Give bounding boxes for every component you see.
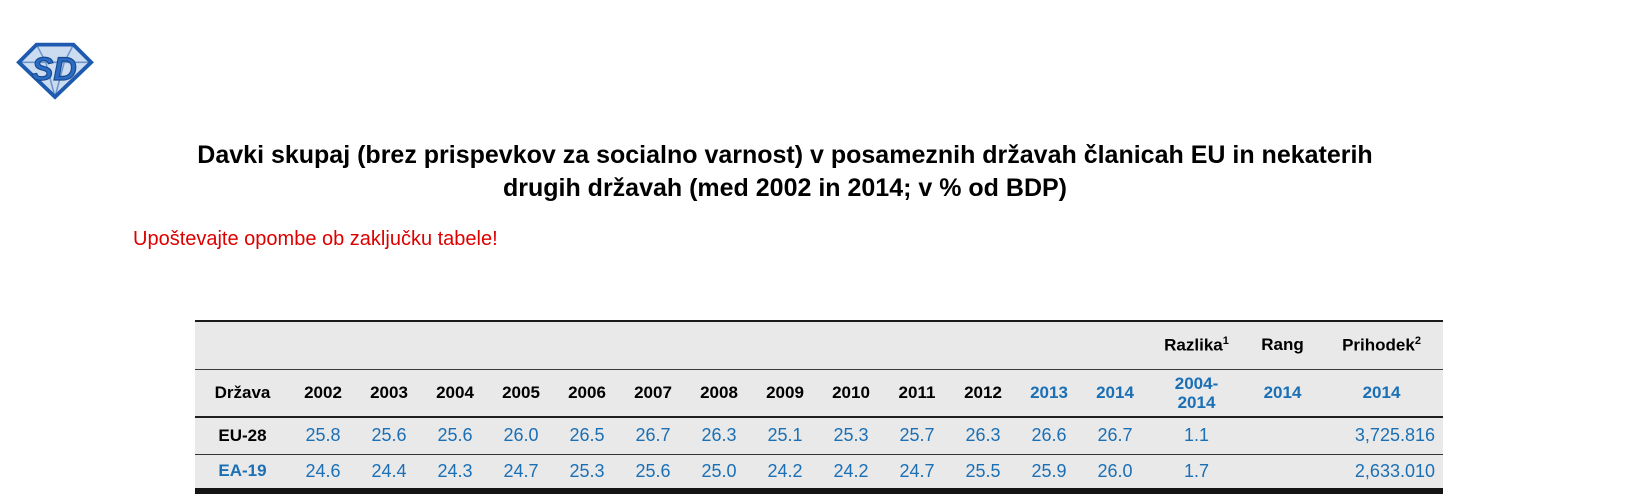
value-cell-2003: 24.4 — [371, 460, 407, 481]
value-cell-2011: 25.7 — [899, 425, 935, 446]
value-cell-2010: 25.3 — [833, 425, 869, 446]
column-header-4: 2004 — [436, 382, 474, 402]
column-header-16: 2014 — [1263, 382, 1302, 402]
column-header-5: 2005 — [502, 382, 540, 402]
group-header-prihodek: Prihodek2 — [1342, 334, 1421, 355]
value-cell-2006: 26.5 — [569, 425, 605, 446]
group-header-rang: Rang — [1261, 335, 1304, 355]
column-header-8: 2008 — [700, 382, 738, 402]
document-title: Davki skupaj (brez prispevkov za socialn… — [0, 139, 1570, 205]
value-cell-2002: 25.8 — [305, 425, 341, 446]
gem-letters: SD — [32, 51, 77, 87]
value-cell-2014: 26.7 — [1097, 425, 1133, 446]
value-cell-2009: 25.1 — [767, 425, 803, 446]
gem-outline — [16, 42, 94, 100]
value-cell-2007: 25.6 — [635, 460, 671, 481]
column-header-7: 2007 — [634, 382, 672, 402]
value-cell-2010: 24.2 — [833, 460, 869, 481]
sd-diamond-logo-svg: SD — [16, 42, 94, 100]
value-cell-2009: 24.2 — [767, 460, 803, 481]
footnote-marker: 1 — [1222, 334, 1229, 347]
value-cell-2008: 26.3 — [701, 425, 737, 446]
value-cell-2012: 26.3 — [965, 425, 1001, 446]
title-line-2: drugih državah (med 2002 in 2014; v % od… — [502, 174, 1068, 202]
column-header-2: 2002 — [304, 382, 342, 402]
table-group-header-row: Razlika1 Rang Prihodek2 — [195, 321, 1443, 369]
value-cell-2011: 24.7 — [899, 460, 935, 481]
column-header-3: 2003 — [370, 382, 408, 402]
column-header-14: 2014 — [1096, 382, 1134, 402]
country-cell: EA-19 — [218, 461, 267, 481]
column-header-country: Država — [214, 382, 271, 402]
razlika-cell: 1.1 — [1183, 425, 1210, 446]
rang-cell — [1245, 417, 1320, 454]
razlika-cell: 1.7 — [1183, 460, 1210, 481]
column-header-17: 2014 — [1362, 382, 1401, 402]
column-header-13: 2013 — [1030, 382, 1068, 402]
prihodek-cell: 2,633.010 — [1354, 460, 1435, 481]
value-cell-2013: 25.9 — [1031, 460, 1067, 481]
notes-warning-text: Upoštevajte opombe ob zaključku tabele! — [133, 228, 498, 250]
group-header-razlika: Razlika1 — [1164, 334, 1229, 355]
table-column-header-row: Država 2002 2003 2004 2005 2006 2007 2008 2009 20… — [195, 369, 1443, 417]
value-cell-2004: 25.6 — [437, 425, 473, 446]
column-header-11: 2011 — [898, 382, 936, 402]
value-cell-2003: 25.6 — [371, 425, 407, 446]
value-cell-2005: 26.0 — [503, 425, 539, 446]
table-row-eu-28: EU-28 25.8 25.6 25.6 26.0 26.5 26.7 26.3 25.1 25.… — [195, 417, 1443, 454]
value-cell-2005: 24.7 — [503, 460, 539, 481]
column-header-10: 2010 — [832, 382, 870, 402]
value-cell-2008: 25.0 — [701, 460, 737, 481]
table-row-ea-19: EA-19 24.6 24.4 24.3 24.7 25.3 25.6 25.0 24.2 24.… — [195, 454, 1443, 491]
column-header-9: 2009 — [766, 382, 804, 402]
group-header-spacer — [195, 321, 1148, 369]
value-cell-2014: 26.0 — [1097, 460, 1133, 481]
footnote-marker: 2 — [1414, 334, 1421, 347]
column-header-6: 2006 — [568, 382, 606, 402]
column-header-15: 2004- 2014 — [1174, 373, 1219, 412]
value-cell-2013: 26.6 — [1031, 425, 1067, 446]
prihodek-cell: 3,725.816 — [1354, 425, 1435, 446]
sd-diamond-logo: SD — [16, 40, 94, 100]
value-cell-2006: 25.3 — [569, 460, 605, 481]
value-cell-2004: 24.3 — [437, 460, 473, 481]
tax-data-table: Razlika1 Rang Prihodek2 Država 2002 2003 2004 2… — [195, 320, 1443, 494]
country-cell: EU-28 — [218, 425, 267, 445]
gem-facet-lines — [18, 44, 92, 98]
rang-cell — [1245, 454, 1320, 491]
value-cell-2012: 25.5 — [965, 460, 1001, 481]
title-line-1: Davki skupaj (brez prispevkov za socialn… — [197, 141, 1373, 169]
value-cell-2007: 26.7 — [635, 425, 671, 446]
column-header-12: 2012 — [964, 382, 1002, 402]
value-cell-2002: 24.6 — [305, 460, 341, 481]
